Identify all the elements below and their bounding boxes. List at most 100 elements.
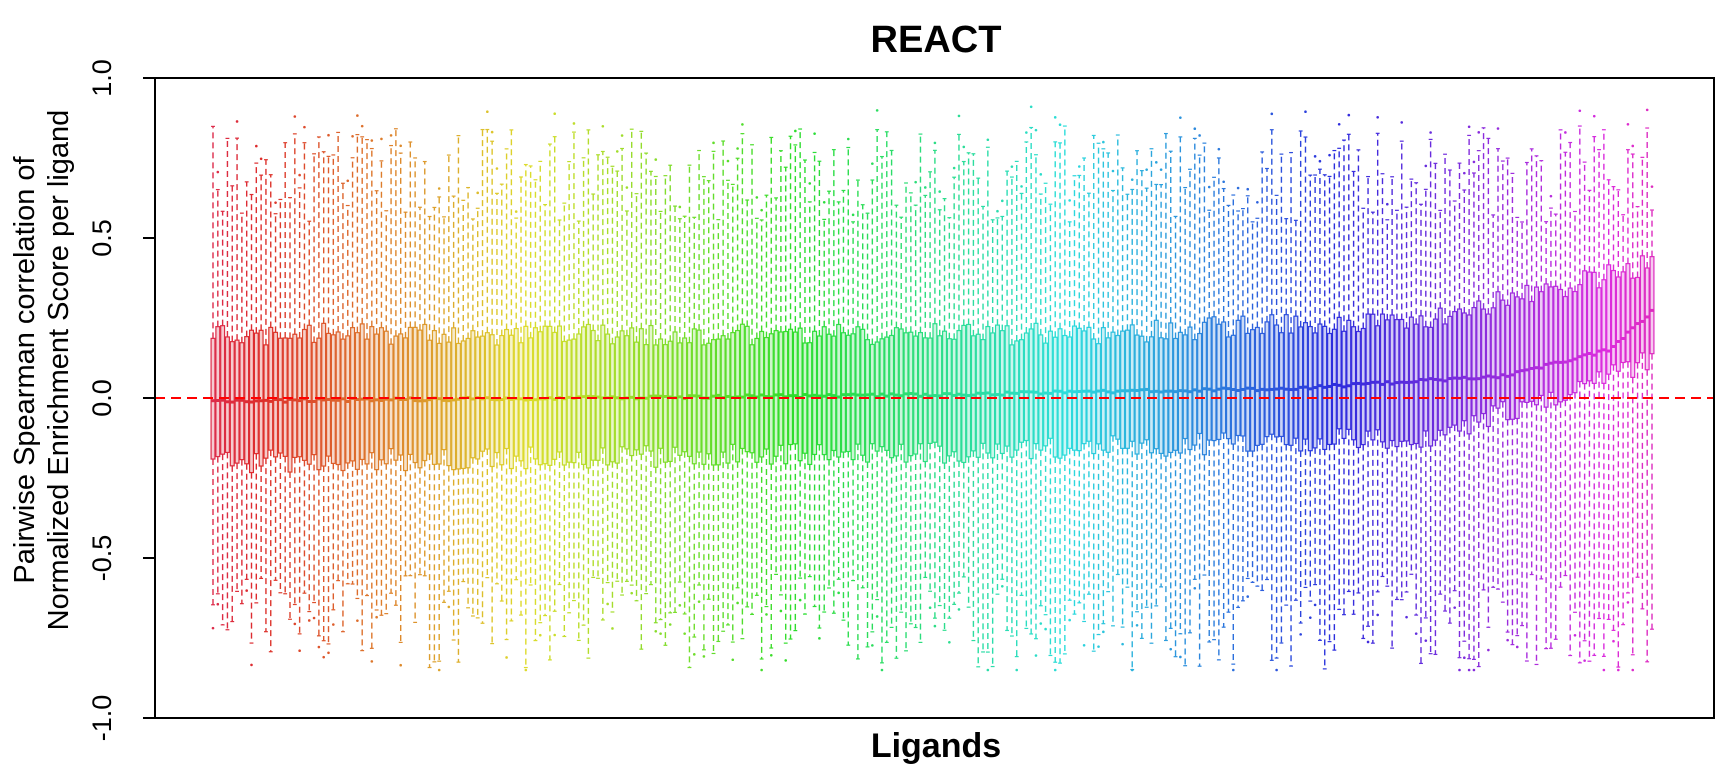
box-iqr <box>1158 337 1164 455</box>
box <box>1635 205 1641 578</box>
box <box>1288 151 1294 667</box>
box <box>831 149 837 614</box>
outlier <box>447 605 451 609</box>
outlier <box>476 191 479 195</box>
box-iqr <box>966 323 972 458</box>
box-iqr <box>1509 292 1515 420</box>
box-iqr <box>609 343 615 463</box>
box-iqr <box>1644 267 1650 371</box>
box-iqr <box>836 323 842 458</box>
box-iqr <box>1399 318 1405 442</box>
box-iqr <box>754 337 760 463</box>
box <box>682 215 688 635</box>
outlier <box>245 589 248 592</box>
box-iqr <box>422 323 428 462</box>
box <box>1519 221 1525 627</box>
outlier <box>1154 161 1158 164</box>
outlier <box>1270 112 1274 116</box>
box <box>1062 125 1068 655</box>
outlier <box>1337 122 1341 126</box>
outlier <box>1039 622 1043 625</box>
outlier <box>1053 116 1057 119</box>
box <box>542 203 548 617</box>
box-iqr <box>1505 304 1511 421</box>
box-iqr <box>778 331 784 446</box>
box <box>821 201 827 613</box>
box <box>1432 162 1438 656</box>
box <box>932 141 938 628</box>
outlier <box>948 640 951 644</box>
box-iqr <box>658 338 664 449</box>
box-iqr <box>1250 329 1256 452</box>
box <box>744 199 750 608</box>
box <box>1230 194 1236 672</box>
box-iqr <box>898 328 904 445</box>
box-iqr <box>253 332 259 455</box>
box <box>1235 186 1241 609</box>
outlier <box>1102 630 1105 634</box>
outlier <box>736 147 739 150</box>
box <box>581 157 587 626</box>
box-iqr <box>1625 263 1631 363</box>
box-iqr <box>763 336 769 450</box>
box <box>239 212 245 605</box>
box <box>1225 204 1232 613</box>
box-iqr <box>1437 307 1443 431</box>
outlier <box>683 632 686 635</box>
box <box>1346 113 1352 593</box>
box <box>735 147 741 605</box>
box <box>1023 131 1029 630</box>
outlier <box>1429 131 1432 134</box>
box <box>1341 139 1347 616</box>
box <box>1331 149 1337 651</box>
box-iqr <box>508 334 514 470</box>
outlier <box>1111 169 1115 173</box>
box <box>691 216 697 656</box>
box <box>1317 159 1323 641</box>
box <box>532 179 538 642</box>
box-iqr <box>812 330 818 456</box>
box <box>994 209 1000 595</box>
box <box>523 163 529 672</box>
box-iqr <box>571 338 577 464</box>
outlier <box>1424 639 1428 642</box>
outlier <box>755 196 759 199</box>
box-iqr <box>1283 314 1289 446</box>
box <box>1038 173 1044 625</box>
box-iqr <box>1620 271 1626 364</box>
box-iqr <box>1187 326 1193 451</box>
box-iqr <box>556 325 563 453</box>
box <box>966 152 972 608</box>
box-iqr <box>1221 321 1227 434</box>
box-iqr <box>484 332 490 450</box>
box <box>725 159 731 626</box>
box <box>1086 192 1092 595</box>
outlier <box>957 608 961 611</box>
box-iqr <box>1009 344 1015 458</box>
box <box>1572 210 1578 637</box>
box <box>1384 202 1390 587</box>
outlier <box>914 180 917 184</box>
box <box>739 123 745 640</box>
box-iqr <box>460 340 466 470</box>
outlier <box>938 190 942 193</box>
outlier <box>1121 642 1124 646</box>
box-iqr <box>1124 329 1130 449</box>
outlier <box>794 129 797 133</box>
box-iqr <box>1062 334 1068 456</box>
box <box>802 159 808 615</box>
box <box>662 175 668 646</box>
box-iqr <box>1548 286 1554 393</box>
box <box>244 181 250 592</box>
box-iqr <box>1105 337 1111 453</box>
outlier <box>678 205 682 209</box>
box-iqr <box>1471 306 1477 417</box>
box-iqr <box>1264 321 1270 438</box>
box <box>1529 148 1535 576</box>
outlier <box>370 660 374 663</box>
box <box>710 141 717 655</box>
outlier <box>298 649 301 652</box>
box-iqr <box>1577 284 1583 383</box>
box <box>1173 215 1179 658</box>
outlier <box>957 114 961 118</box>
